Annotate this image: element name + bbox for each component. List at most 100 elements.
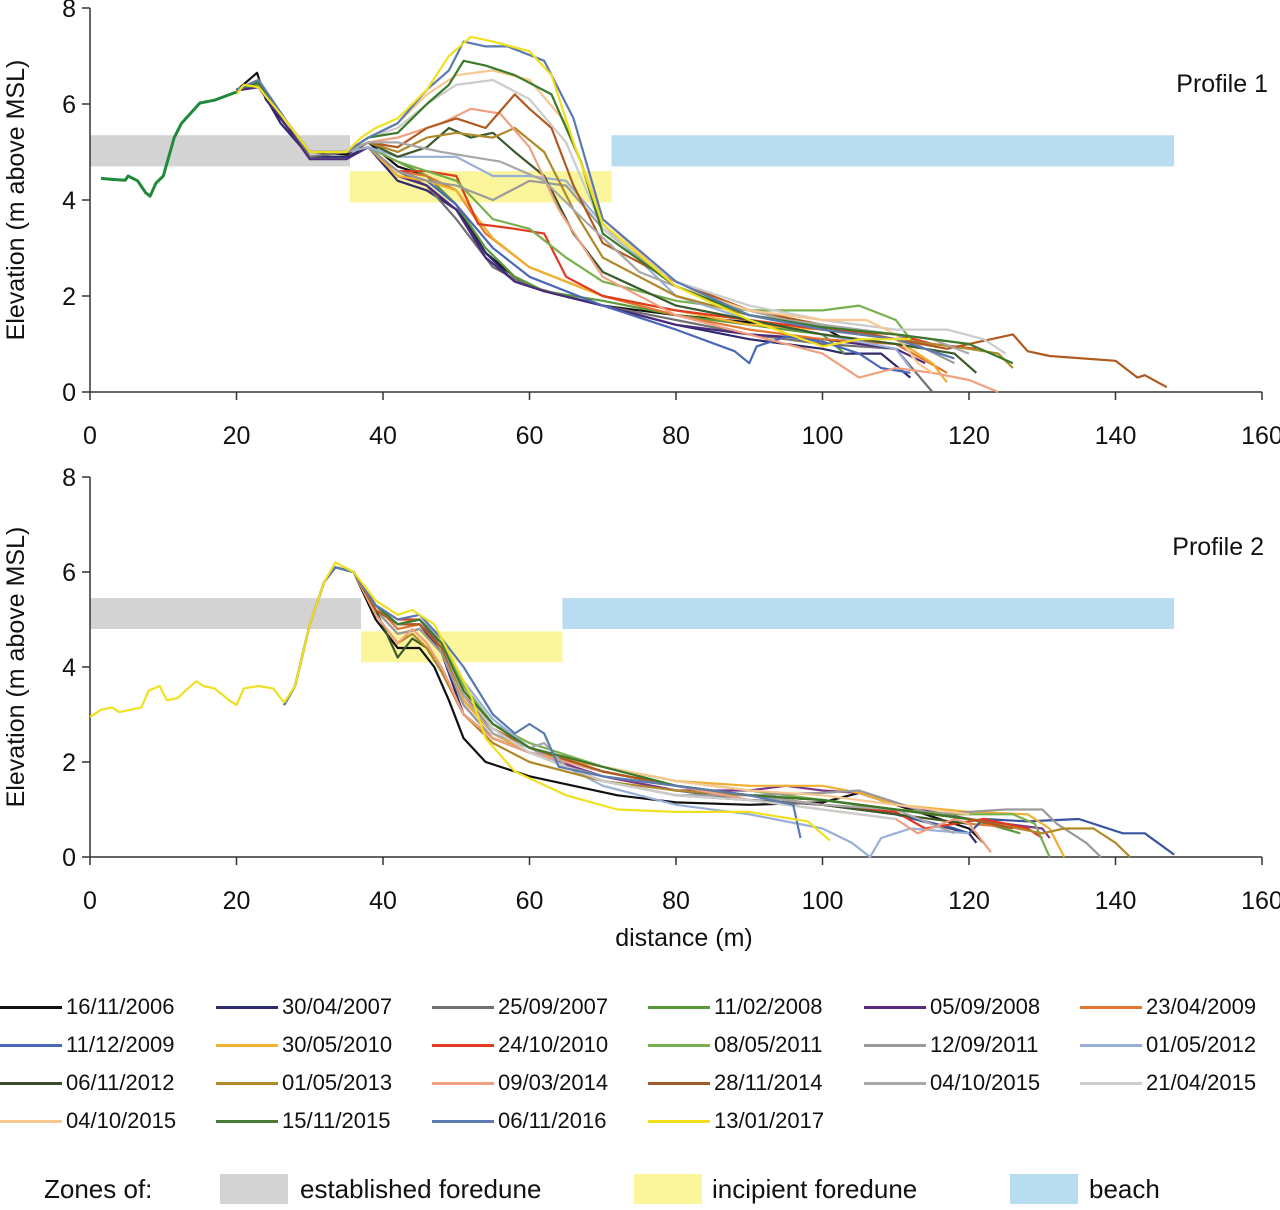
legend-label: 08/05/2011	[714, 1032, 823, 1057]
legend-swatch	[216, 1005, 278, 1009]
shared-start-line	[89, 680, 285, 718]
legend-label: 30/05/2010	[282, 1032, 393, 1057]
zones-legend: Zones of: established foredune incipient…	[0, 1170, 1280, 1210]
legend-swatch	[864, 1081, 926, 1085]
y-tick-label: 4	[62, 187, 76, 215]
legend-item: 04/10/2015	[0, 1106, 176, 1136]
legend-swatch	[0, 1119, 62, 1123]
legend-item: 06/11/2012	[0, 1068, 174, 1098]
legend-swatch	[864, 1005, 926, 1009]
zones-prefix: Zones of:	[44, 1174, 153, 1204]
legend-item: 15/11/2015	[216, 1106, 390, 1136]
y-tick-label: 0	[62, 844, 76, 872]
legend-swatch	[0, 1043, 62, 1047]
zone-swatch-established-foredune	[220, 1174, 288, 1204]
panel-title: Profile 2	[1172, 533, 1264, 561]
legend-swatch	[648, 1081, 710, 1085]
legend-label: 01/05/2013	[282, 1070, 393, 1095]
x-tick-label: 120	[948, 887, 990, 915]
legend-label: 06/11/2012	[66, 1070, 175, 1095]
x-tick-label: 20	[223, 887, 251, 915]
x-tick-label: 60	[516, 887, 544, 915]
y-tick-label: 0	[62, 379, 76, 407]
zone-established-foredune	[90, 598, 362, 629]
series-group	[100, 35, 1168, 394]
legend-item: 11/12/2009	[0, 1030, 174, 1060]
legend-swatch	[1080, 1005, 1142, 1009]
legend-label: 13/01/2017	[714, 1108, 825, 1133]
legend-item: 23/04/2009	[1080, 992, 1256, 1022]
legend-label: 21/04/2015	[1146, 1070, 1257, 1095]
zone-label-established-foredune: established foredune	[300, 1174, 542, 1204]
x-tick-label: 100	[802, 422, 844, 450]
legend-item: 01/05/2013	[216, 1068, 392, 1098]
legend-label: 16/11/2006	[66, 994, 175, 1019]
zone-label-beach: beach	[1089, 1174, 1160, 1204]
legend-item: 16/11/2006	[0, 992, 174, 1022]
x-tick-label: 160	[1241, 422, 1280, 450]
legend-item: 05/09/2008	[864, 992, 1040, 1022]
x-tick-label: 140	[1095, 422, 1137, 450]
legend-label: 11/02/2008	[714, 994, 823, 1019]
panel-title: Profile 1	[1176, 70, 1268, 98]
legend-item: 09/03/2014	[432, 1068, 608, 1098]
x-tick-label: 120	[948, 422, 990, 450]
legend-label: 24/10/2010	[498, 1032, 609, 1057]
series-line-05-09-2008	[236, 86, 926, 365]
legend-swatch	[216, 1119, 278, 1123]
legend-item: 12/09/2011	[864, 1030, 1038, 1060]
legend-item: 01/05/2012	[1080, 1030, 1256, 1060]
series-line-15-11-2015	[236, 59, 1014, 365]
legend-swatch	[1080, 1043, 1142, 1047]
y-tick-label: 4	[62, 654, 76, 682]
zone-incipient-foredune	[361, 631, 563, 663]
zone-beach	[611, 135, 1175, 167]
y-tick-label: 2	[62, 283, 76, 311]
legend-label: 06/11/2016	[498, 1108, 607, 1133]
series-line-01-05-2013	[236, 81, 1014, 369]
y-tick-label: 8	[62, 0, 76, 23]
x-tick-label: 0	[83, 887, 97, 915]
series-line-25-09-2007	[236, 78, 934, 393]
zone-established-foredune	[90, 135, 351, 167]
x-tick-label: 60	[516, 422, 544, 450]
legend-item: 08/05/2011	[648, 1030, 822, 1060]
zone-beach	[562, 598, 1175, 629]
zone-label-incipient-foredune: incipient foredune	[712, 1174, 918, 1204]
zone-swatch-beach	[1010, 1174, 1078, 1204]
legend-swatch	[432, 1119, 494, 1123]
legend-item: 06/11/2016	[432, 1106, 606, 1136]
legend-label: 04/10/2015	[930, 1070, 1041, 1095]
x-tick-label: 40	[369, 422, 397, 450]
series-line-13-01-2017	[283, 561, 831, 842]
legend-swatch	[216, 1043, 278, 1047]
legend-swatch	[1080, 1081, 1142, 1085]
y-tick-label: 6	[62, 559, 76, 587]
legend-item: 28/11/2014	[648, 1068, 822, 1098]
legend-swatch	[648, 1005, 710, 1009]
shared-start-line	[100, 90, 238, 198]
x-tick-label: 80	[662, 887, 690, 915]
x-tick-label: 160	[1241, 887, 1280, 915]
legend-item: 30/05/2010	[216, 1030, 392, 1060]
legend-label: 28/11/2014	[714, 1070, 823, 1095]
x-tick-label: 140	[1095, 887, 1137, 915]
legend-swatch	[0, 1081, 62, 1085]
series-line-13-01-2017	[235, 35, 911, 348]
legend-label: 11/12/2009	[66, 1032, 175, 1057]
legend-swatch	[0, 1005, 62, 1009]
legend-item: 30/04/2007	[216, 992, 392, 1022]
y-axis-label: Elevation (m above MSL)	[2, 60, 30, 341]
legend-swatch	[864, 1043, 926, 1047]
legend-label: 01/05/2012	[1146, 1032, 1257, 1057]
legend-swatch	[432, 1081, 494, 1085]
legend-label: 30/04/2007	[282, 994, 393, 1019]
legend-item: 24/10/2010	[432, 1030, 608, 1060]
y-tick-label: 8	[62, 464, 76, 492]
x-tick-label: 80	[662, 422, 690, 450]
x-tick-label: 100	[802, 887, 844, 915]
series-line-11-02-2008	[236, 83, 846, 355]
